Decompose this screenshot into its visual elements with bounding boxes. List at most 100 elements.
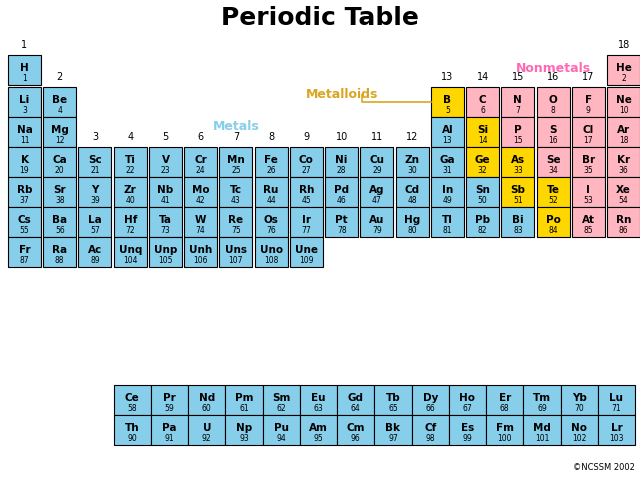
Bar [8, 117, 41, 147]
Text: ©NCSSM 2002: ©NCSSM 2002 [573, 463, 635, 472]
Bar [431, 147, 464, 177]
Bar [79, 237, 111, 267]
Text: 59: 59 [164, 404, 175, 413]
Text: Pa: Pa [163, 422, 177, 432]
Bar [396, 207, 429, 237]
Text: V: V [161, 155, 170, 165]
Bar [598, 385, 635, 415]
Text: In: In [442, 185, 453, 194]
Text: 101: 101 [535, 434, 549, 443]
Bar [501, 207, 534, 237]
Text: Ho: Ho [460, 393, 476, 403]
Text: Er: Er [499, 393, 511, 403]
Bar [149, 237, 182, 267]
Bar [337, 415, 374, 445]
Bar [466, 207, 499, 237]
Text: O: O [548, 95, 557, 105]
Text: Lr: Lr [611, 422, 622, 432]
Text: 57: 57 [90, 226, 100, 235]
Text: 95: 95 [314, 434, 323, 443]
Text: Nd: Nd [198, 393, 215, 403]
Bar [396, 147, 429, 177]
Text: Li: Li [19, 95, 29, 105]
Bar [466, 87, 499, 117]
Text: 93: 93 [239, 434, 249, 443]
Text: As: As [511, 155, 525, 165]
Text: 86: 86 [619, 226, 628, 235]
Text: 87: 87 [20, 256, 29, 265]
Text: Nonmetals: Nonmetals [516, 61, 591, 74]
Text: Une: Une [295, 245, 318, 254]
Text: He: He [616, 62, 632, 72]
Text: Unq: Unq [118, 245, 142, 254]
Bar [79, 177, 111, 207]
Text: 32: 32 [478, 166, 488, 175]
Text: Ra: Ra [52, 245, 67, 254]
Text: 97: 97 [388, 434, 398, 443]
Text: Hg: Hg [404, 215, 420, 225]
Bar [607, 147, 640, 177]
Text: 74: 74 [196, 226, 205, 235]
Text: Am: Am [309, 422, 328, 432]
Text: 85: 85 [584, 226, 593, 235]
Text: 91: 91 [164, 434, 174, 443]
Bar [325, 207, 358, 237]
Text: 22: 22 [125, 166, 135, 175]
Text: 106: 106 [193, 256, 208, 265]
Text: Po: Po [546, 215, 561, 225]
Text: Ga: Ga [440, 155, 455, 165]
Text: Te: Te [547, 185, 559, 194]
Bar [8, 177, 41, 207]
Text: I: I [586, 185, 590, 194]
Text: 60: 60 [202, 404, 212, 413]
Text: S: S [549, 125, 557, 134]
Text: Ag: Ag [369, 185, 385, 194]
Text: Unh: Unh [189, 245, 212, 254]
Bar [466, 177, 499, 207]
Text: 5: 5 [163, 132, 168, 142]
Text: 109: 109 [299, 256, 314, 265]
Bar [607, 87, 640, 117]
Text: Cl: Cl [582, 125, 594, 134]
Text: B: B [444, 95, 451, 105]
Text: No: No [571, 422, 587, 432]
Text: Mg: Mg [51, 125, 68, 134]
Bar [607, 207, 640, 237]
Text: Sc: Sc [88, 155, 102, 165]
Text: C: C [479, 95, 486, 105]
Text: W: W [195, 215, 207, 225]
Text: 17: 17 [582, 72, 595, 82]
Text: Cs: Cs [18, 215, 31, 225]
Bar [360, 207, 394, 237]
Text: Br: Br [582, 155, 595, 165]
Text: Be: Be [52, 95, 67, 105]
Text: Fm: Fm [495, 422, 514, 432]
Text: Pd: Pd [334, 185, 349, 194]
Bar [337, 385, 374, 415]
Bar [374, 385, 412, 415]
Bar [412, 415, 449, 445]
Text: 9: 9 [303, 132, 310, 142]
Bar [184, 177, 217, 207]
Text: Cf: Cf [424, 422, 436, 432]
Bar [449, 415, 486, 445]
Text: Tl: Tl [442, 215, 453, 225]
Text: 24: 24 [196, 166, 205, 175]
Text: Ru: Ru [264, 185, 279, 194]
Text: 50: 50 [477, 196, 488, 205]
Text: Ir: Ir [302, 215, 311, 225]
Text: 55: 55 [20, 226, 29, 235]
Bar [44, 237, 76, 267]
Bar [114, 237, 147, 267]
Text: 11: 11 [20, 136, 29, 145]
Text: 30: 30 [407, 166, 417, 175]
Text: 36: 36 [619, 166, 628, 175]
Text: 64: 64 [351, 404, 360, 413]
Text: Gd: Gd [348, 393, 364, 403]
Bar [536, 117, 570, 147]
Text: 54: 54 [619, 196, 628, 205]
Text: 15: 15 [513, 136, 523, 145]
Text: Unp: Unp [154, 245, 177, 254]
Text: 42: 42 [196, 196, 205, 205]
Bar [225, 385, 262, 415]
